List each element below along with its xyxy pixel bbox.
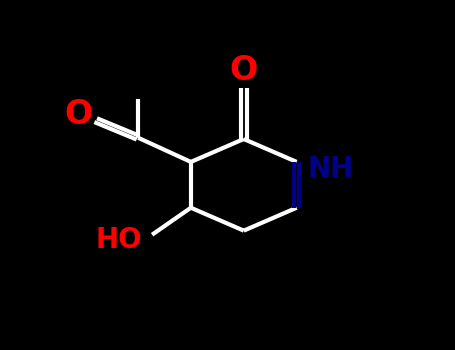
Text: O: O (230, 54, 258, 87)
Text: HO: HO (95, 226, 142, 254)
Text: O: O (64, 98, 92, 131)
Text: NH: NH (307, 155, 353, 183)
